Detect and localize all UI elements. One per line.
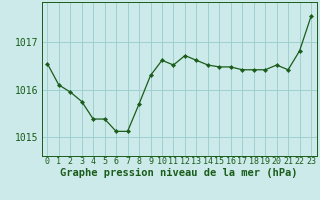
- X-axis label: Graphe pression niveau de la mer (hPa): Graphe pression niveau de la mer (hPa): [60, 168, 298, 178]
